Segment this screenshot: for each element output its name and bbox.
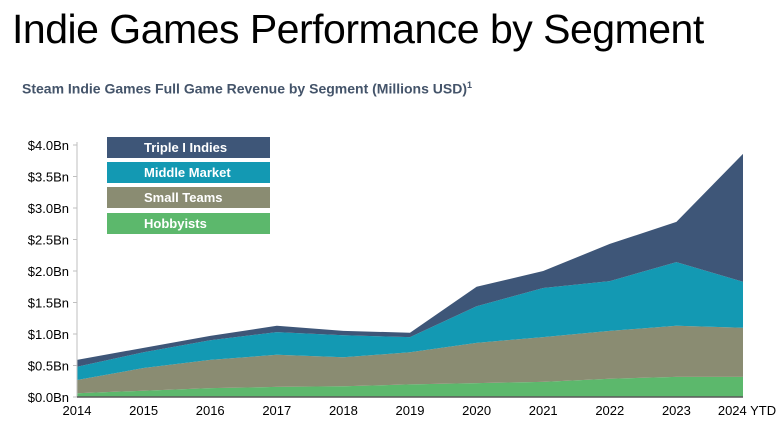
x-tick-label: 2018 (329, 403, 358, 418)
y-tick-label: $2.5Bn (28, 233, 69, 248)
x-tick-label: 2023 (662, 403, 691, 418)
legend-item-triple-i-indies: Triple I Indies (107, 137, 270, 158)
chart-title: Steam Indie Games Full Game Revenue by S… (22, 80, 472, 97)
y-tick-label: $1.0Bn (28, 327, 69, 342)
chart-title-text: Steam Indie Games Full Game Revenue by S… (22, 80, 467, 97)
area-triple-i-indies (77, 153, 743, 367)
area-hobbyists (77, 376, 743, 397)
area-small-teams (77, 325, 743, 394)
legend-item-hobbyists: Hobbyists (107, 213, 270, 234)
y-tick-label: $0.0Bn (28, 390, 69, 405)
x-tick-label: 2020 (462, 403, 491, 418)
legend-item-middle-market: Middle Market (107, 162, 270, 183)
y-tick-label: $4.0Bn (28, 138, 69, 153)
x-tick-label: 2021 (529, 403, 558, 418)
area-middle-market (77, 262, 743, 380)
x-tick-label: 2017 (262, 403, 291, 418)
x-tick-label: 2022 (595, 403, 624, 418)
x-tick-label: 2024 YTD (718, 403, 776, 418)
x-tick-label: 2016 (196, 403, 225, 418)
y-tick-label: $3.0Bn (28, 201, 69, 216)
chart-title-footnote: 1 (467, 80, 473, 90)
x-tick-label: 2015 (129, 403, 158, 418)
legend-item-small-teams: Small Teams (107, 187, 270, 208)
y-tick-label: $0.5Bn (28, 359, 69, 374)
page-title: Indie Games Performance by Segment (12, 6, 704, 52)
x-tick-label: 2014 (63, 403, 92, 418)
y-tick-label: $2.0Bn (28, 264, 69, 279)
x-tick-label: 2019 (396, 403, 425, 418)
y-tick-label: $3.5Bn (28, 170, 69, 185)
y-tick-label: $1.5Bn (28, 296, 69, 311)
